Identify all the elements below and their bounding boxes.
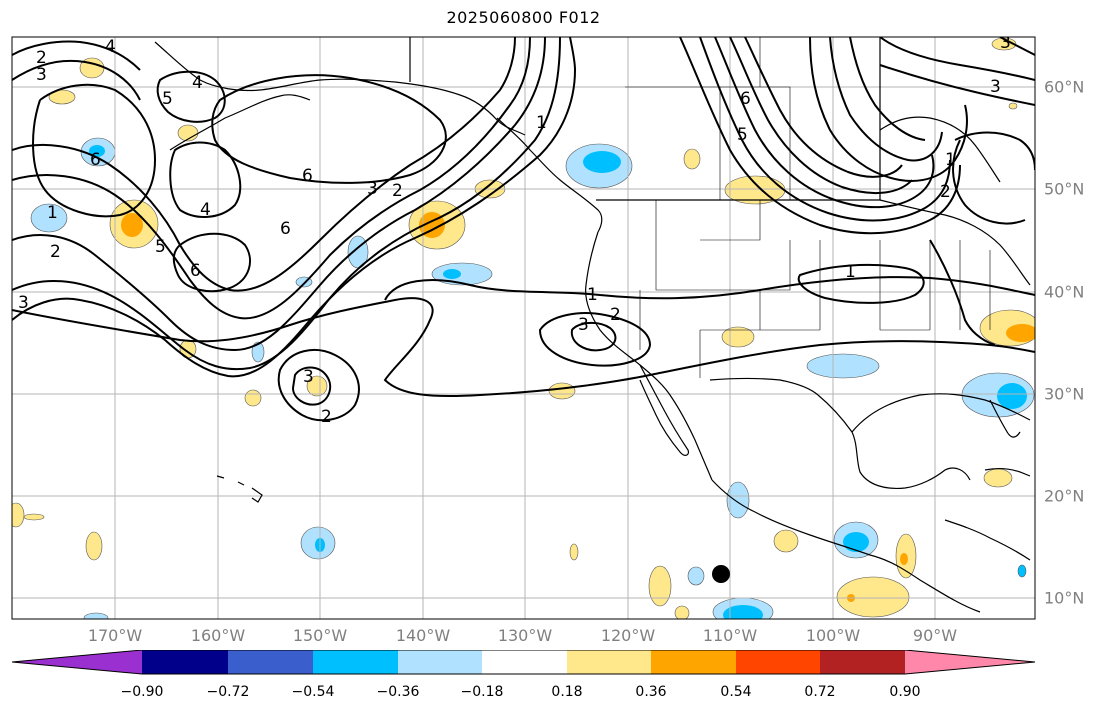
colorbar-tick-label: −0.54 bbox=[291, 684, 335, 700]
lon-tick-label: 90°W bbox=[912, 626, 958, 645]
lon-tick-label: 120°W bbox=[600, 626, 656, 645]
colorbar-segment bbox=[567, 650, 651, 674]
lat-tick-label: 20°N bbox=[1044, 486, 1085, 506]
colorbar-extend-high bbox=[905, 650, 1035, 674]
political-borders bbox=[625, 37, 991, 378]
contour-label: 6 bbox=[740, 89, 751, 109]
contour-label: 5 bbox=[155, 237, 166, 257]
contour-label: 2 bbox=[392, 181, 403, 201]
map-gridlines bbox=[12, 37, 1035, 619]
lon-tick-label: 150°W bbox=[292, 626, 348, 645]
map-title: 2025060800 F012 bbox=[446, 8, 601, 27]
contour-label: 6 bbox=[190, 261, 201, 281]
location-marker bbox=[712, 565, 730, 583]
lat-tick-label: 40°N bbox=[1044, 282, 1085, 302]
contour-label: 3 bbox=[578, 315, 589, 335]
contour-label: 2 bbox=[610, 305, 621, 325]
contour-label: 3 bbox=[18, 293, 29, 313]
contour-label: 4 bbox=[200, 200, 211, 220]
colorbar-segment bbox=[313, 650, 398, 674]
colorbar-segment bbox=[736, 650, 820, 674]
colorbar-tick-label: 0.36 bbox=[635, 684, 667, 700]
colorbar-extend-low bbox=[12, 650, 142, 674]
contour-label: 2 bbox=[50, 242, 61, 262]
colorbar-tick-label: 0.90 bbox=[889, 684, 921, 700]
contour-label: 6 bbox=[302, 166, 313, 186]
colorbar-segment bbox=[820, 650, 905, 674]
contour-label: 3 bbox=[1000, 33, 1011, 53]
contour-label: 4 bbox=[105, 37, 116, 57]
contour-label: 3 bbox=[36, 65, 47, 85]
lon-tick-label: 110°W bbox=[702, 626, 758, 645]
colorbar-segment bbox=[482, 650, 567, 674]
contour-label: 5 bbox=[737, 125, 748, 145]
colorbar bbox=[12, 650, 1036, 675]
contour-label: 1 bbox=[845, 262, 856, 282]
contour-label: 3 bbox=[367, 179, 378, 199]
lat-tick-label: 10°N bbox=[1044, 588, 1085, 608]
contour-label: 5 bbox=[162, 89, 173, 109]
contour-label: 1 bbox=[945, 150, 956, 170]
colorbar-tick-label: −0.18 bbox=[460, 684, 504, 700]
contour-label-group: 2 3 4 5 4 6 3 1 2 6 5 6 4 3 2 6 1 5 6 1 … bbox=[18, 33, 1011, 427]
contour-label: 1 bbox=[587, 285, 598, 305]
contour-lines bbox=[12, 37, 1035, 422]
contour-label: 3 bbox=[303, 367, 314, 387]
lon-tick-label: 130°W bbox=[497, 626, 553, 645]
contour-label: 6 bbox=[280, 219, 291, 239]
colorbar-segment bbox=[651, 650, 736, 674]
colorbar-tick-label: 0.54 bbox=[720, 684, 752, 700]
map-border bbox=[11, 36, 1036, 620]
contour-label: 1 bbox=[47, 203, 58, 223]
contour-label: 2 bbox=[940, 182, 951, 202]
colorbar-outline bbox=[12, 650, 1036, 675]
contour-label: 4 bbox=[192, 73, 203, 93]
lon-tick-label: 160°W bbox=[190, 626, 246, 645]
colorbar-segment bbox=[398, 650, 482, 674]
lat-tick-label: 50°N bbox=[1044, 179, 1085, 199]
colorbar-segment bbox=[142, 650, 228, 674]
contour-label: 2 bbox=[36, 48, 47, 68]
colorbar-tick-label: 0.72 bbox=[804, 684, 836, 700]
lon-tick-label: 170°W bbox=[87, 626, 143, 645]
contour-label: 3 bbox=[990, 77, 1001, 97]
map-background bbox=[12, 37, 1035, 619]
colorbar-tick-label: 0.18 bbox=[551, 684, 583, 700]
contour-label: 6 bbox=[90, 150, 101, 170]
colorbar-tick-label: −0.72 bbox=[206, 684, 250, 700]
colorbar-tick-label: −0.36 bbox=[376, 684, 420, 700]
contour-label: 1 bbox=[536, 113, 547, 133]
lon-tick-label: 140°W bbox=[395, 626, 451, 645]
lon-tick-label: 100°W bbox=[805, 626, 861, 645]
lat-tick-label: 30°N bbox=[1044, 384, 1085, 404]
contour-label: 2 bbox=[321, 407, 332, 427]
lat-tick-label: 60°N bbox=[1044, 77, 1085, 97]
colorbar-segment bbox=[228, 650, 313, 674]
colorbar-tick-label: −0.90 bbox=[120, 684, 164, 700]
negative-anomaly-fill bbox=[30, 137, 1035, 619]
